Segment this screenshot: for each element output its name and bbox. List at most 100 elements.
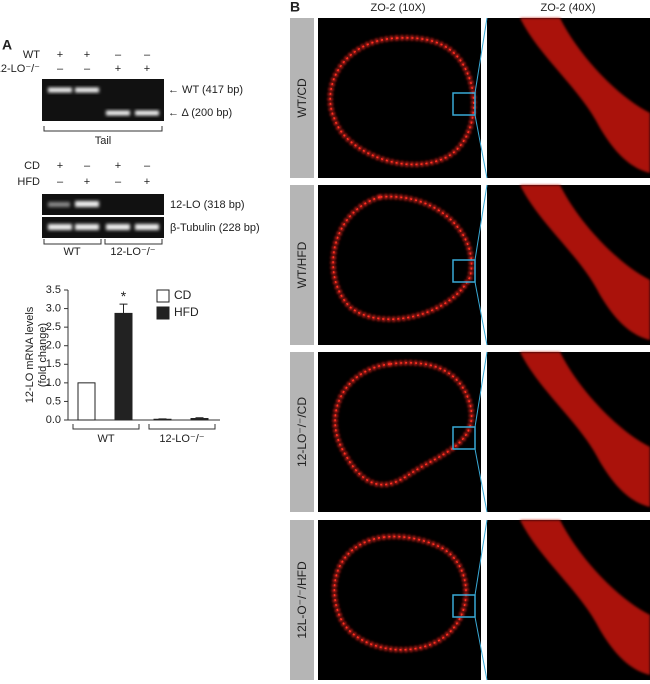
sign: + bbox=[84, 176, 90, 188]
inset-line bbox=[474, 616, 488, 681]
legend-label: CD bbox=[174, 288, 192, 302]
band-label: ← Δ (200 bp) bbox=[168, 107, 232, 119]
sign: + bbox=[115, 160, 121, 172]
sign: – bbox=[84, 63, 91, 75]
band bbox=[48, 202, 70, 207]
sign: + bbox=[84, 49, 90, 61]
inset-line bbox=[474, 351, 488, 428]
x-tick-label: 12-LO⁻/⁻ bbox=[159, 433, 204, 445]
bar bbox=[190, 418, 209, 421]
sign: + bbox=[57, 160, 63, 172]
sign: – bbox=[115, 49, 122, 61]
band-label: 12-LO (318 bp) bbox=[170, 199, 245, 211]
x-tick-label: WT bbox=[97, 433, 114, 445]
y-tick-label: 3.0 bbox=[46, 302, 61, 314]
y-tick-label: 0.0 bbox=[46, 414, 61, 426]
row-label: WT/HFD bbox=[295, 241, 309, 288]
band bbox=[106, 224, 130, 230]
row-label: CD bbox=[24, 160, 40, 172]
band-label: β-Tubulin (228 bp) bbox=[170, 222, 260, 234]
micrograph-10x bbox=[318, 520, 481, 680]
sign: – bbox=[144, 49, 151, 61]
column-title: ZO-2 (10X) bbox=[370, 2, 425, 14]
gel bbox=[42, 194, 164, 215]
y-tick-label: 2.0 bbox=[46, 340, 61, 352]
tissue bbox=[520, 520, 650, 675]
y-axis-label: (fold change) bbox=[37, 323, 49, 387]
panel-label: A bbox=[2, 37, 12, 53]
band bbox=[135, 110, 159, 116]
label-bar bbox=[290, 185, 314, 345]
group-label: Tail bbox=[95, 135, 112, 147]
row-label: 12-LO⁻/⁻/CD bbox=[295, 397, 309, 467]
micrograph-10x bbox=[318, 352, 481, 512]
band bbox=[75, 201, 99, 207]
bracket bbox=[43, 126, 163, 132]
y-tick-label: 0.5 bbox=[46, 395, 61, 407]
micrograph-10x bbox=[318, 18, 481, 178]
legend-label: HFD bbox=[174, 305, 199, 319]
y-tick-label: 2.5 bbox=[46, 321, 61, 333]
sign: + bbox=[144, 63, 150, 75]
band bbox=[106, 110, 130, 116]
sign: + bbox=[144, 176, 150, 188]
row-label: 12L-O⁻/⁻/HFD bbox=[295, 561, 309, 639]
bracket bbox=[148, 424, 216, 430]
sign: – bbox=[115, 176, 122, 188]
label-bar bbox=[290, 18, 314, 178]
legend-swatch bbox=[156, 306, 170, 320]
inset-line bbox=[474, 281, 488, 346]
vessel bbox=[332, 195, 473, 320]
vessel bbox=[329, 37, 475, 166]
error-bar bbox=[195, 417, 204, 419]
vessel bbox=[334, 362, 473, 486]
sign: + bbox=[115, 63, 121, 75]
band bbox=[75, 87, 99, 93]
row-label: 12-LO⁻/⁻ bbox=[0, 63, 40, 75]
sign: + bbox=[57, 49, 63, 61]
label-bar bbox=[290, 520, 314, 680]
inset-box bbox=[452, 426, 476, 450]
inset-box bbox=[452, 92, 476, 116]
inset-line bbox=[474, 184, 488, 261]
inset-line bbox=[474, 114, 488, 179]
group-label: 12-LO⁻/⁻ bbox=[110, 246, 155, 258]
band bbox=[75, 224, 99, 230]
bracket bbox=[104, 239, 163, 245]
row-label: WT/CD bbox=[295, 78, 309, 118]
inset-line bbox=[474, 519, 488, 596]
error-bar bbox=[119, 303, 128, 314]
bar bbox=[114, 312, 133, 421]
y-axis-label: 12-LO mRNA levels bbox=[24, 306, 36, 403]
row-label: HFD bbox=[17, 176, 40, 188]
sign: – bbox=[84, 160, 91, 172]
tissue bbox=[520, 352, 650, 507]
inset-box bbox=[452, 594, 476, 618]
annotation: * bbox=[121, 288, 127, 304]
band-label: ← WT (417 bp) bbox=[168, 84, 243, 96]
row-label: WT bbox=[23, 49, 40, 61]
inset-line bbox=[474, 448, 488, 513]
inset-box bbox=[452, 259, 476, 283]
y-tick-label: 1.0 bbox=[46, 377, 61, 389]
tissue bbox=[520, 18, 650, 173]
column-title: ZO-2 (40X) bbox=[540, 2, 595, 14]
label-bar bbox=[290, 352, 314, 512]
vessel bbox=[333, 535, 467, 651]
bar bbox=[77, 382, 96, 421]
band bbox=[135, 224, 159, 230]
panel-label: B bbox=[290, 0, 300, 15]
sign: – bbox=[57, 63, 64, 75]
group-label: WT bbox=[63, 246, 80, 258]
sign: – bbox=[57, 176, 64, 188]
inset-line bbox=[474, 17, 488, 94]
tissue bbox=[520, 185, 650, 340]
y-tick-label: 3.5 bbox=[46, 284, 61, 296]
bracket bbox=[43, 239, 102, 245]
gel bbox=[42, 217, 164, 238]
band bbox=[48, 224, 72, 230]
y-tick-label: 1.5 bbox=[46, 358, 61, 370]
sign: – bbox=[144, 160, 151, 172]
legend-swatch bbox=[156, 289, 170, 303]
